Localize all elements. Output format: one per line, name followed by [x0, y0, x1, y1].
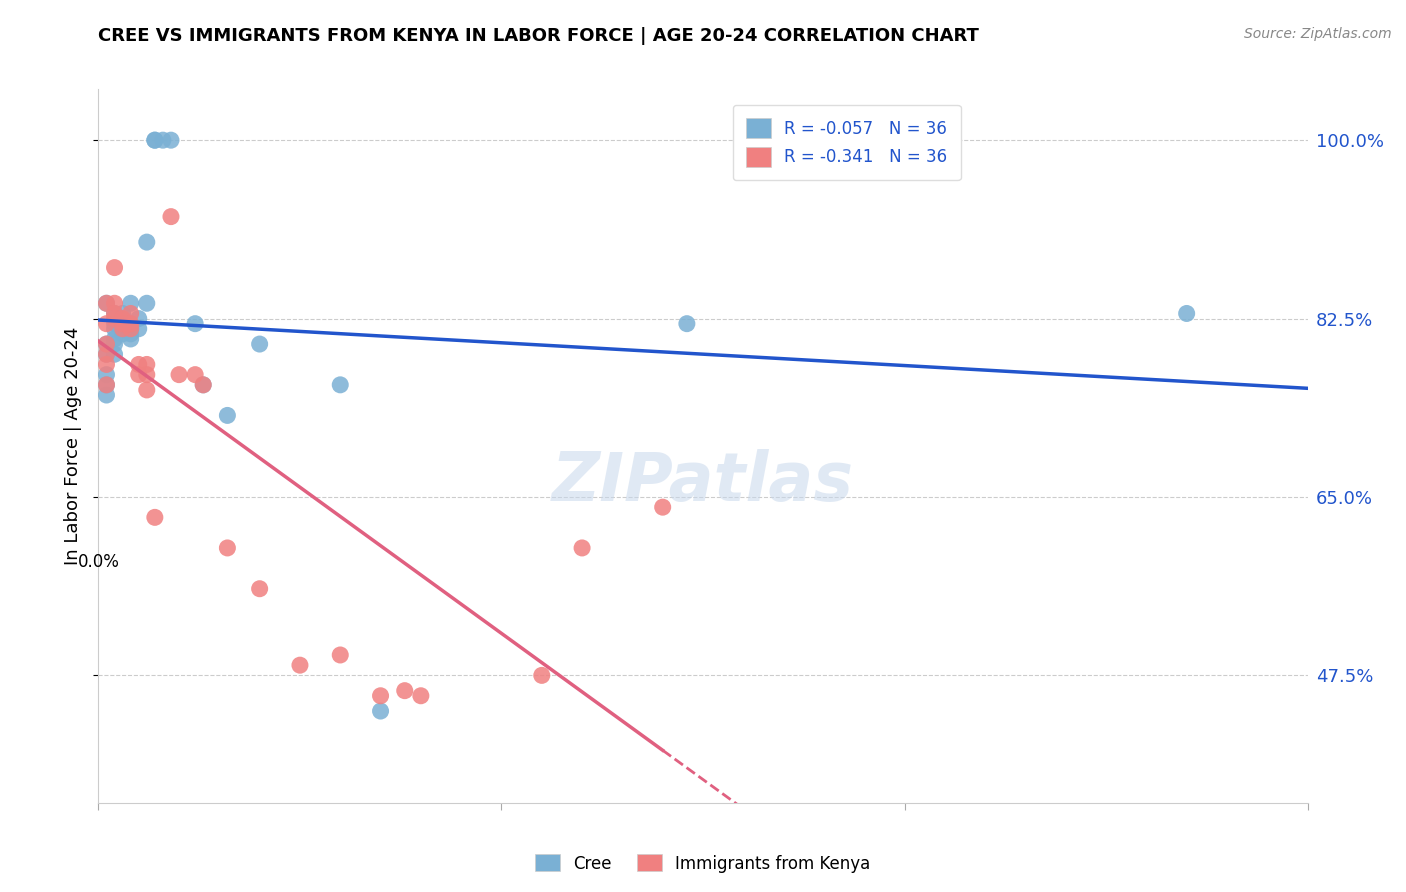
- Point: [120, 322, 142, 336]
- Point: [120, 317, 142, 331]
- Point: [249, 582, 271, 596]
- Point: [135, 296, 157, 310]
- Point: [96, 358, 118, 372]
- Point: [193, 377, 215, 392]
- Point: [184, 317, 207, 331]
- Point: [103, 332, 125, 346]
- Point: [217, 541, 239, 555]
- Point: [103, 322, 125, 336]
- Point: [96, 347, 118, 361]
- Point: [120, 332, 142, 346]
- Point: [103, 306, 125, 320]
- Point: [111, 322, 134, 336]
- Point: [111, 317, 134, 331]
- Point: [96, 347, 118, 361]
- Point: [103, 260, 125, 275]
- Point: [143, 133, 166, 147]
- Point: [167, 368, 190, 382]
- Text: 0.0%: 0.0%: [77, 553, 120, 571]
- Point: [96, 317, 118, 331]
- Point: [651, 500, 673, 515]
- Point: [571, 541, 593, 555]
- Point: [120, 306, 142, 320]
- Point: [111, 311, 134, 326]
- Point: [135, 383, 157, 397]
- Point: [143, 133, 166, 147]
- Text: ZIPatlas: ZIPatlas: [553, 449, 853, 515]
- Point: [370, 689, 392, 703]
- Point: [152, 133, 174, 147]
- Text: Source: ZipAtlas.com: Source: ZipAtlas.com: [1244, 27, 1392, 41]
- Point: [103, 347, 125, 361]
- Point: [288, 658, 311, 673]
- Point: [409, 689, 432, 703]
- Point: [329, 648, 352, 662]
- Point: [370, 704, 392, 718]
- Point: [96, 296, 118, 310]
- Point: [103, 317, 125, 331]
- Point: [394, 683, 416, 698]
- Point: [193, 377, 215, 392]
- Point: [120, 322, 142, 336]
- Point: [676, 317, 699, 331]
- Point: [103, 306, 125, 320]
- Text: CREE VS IMMIGRANTS FROM KENYA IN LABOR FORCE | AGE 20-24 CORRELATION CHART: CREE VS IMMIGRANTS FROM KENYA IN LABOR F…: [98, 27, 980, 45]
- Point: [111, 326, 134, 341]
- Y-axis label: In Labor Force | Age 20-24: In Labor Force | Age 20-24: [65, 326, 83, 566]
- Point: [135, 358, 157, 372]
- Point: [120, 296, 142, 310]
- Point: [160, 210, 183, 224]
- Point: [329, 377, 352, 392]
- Point: [103, 296, 125, 310]
- Point: [128, 311, 150, 326]
- Point: [96, 368, 118, 382]
- Point: [103, 311, 125, 326]
- Legend: Cree, Immigrants from Kenya: Cree, Immigrants from Kenya: [529, 847, 877, 880]
- Point: [160, 133, 183, 147]
- Point: [128, 322, 150, 336]
- Point: [217, 409, 239, 423]
- Point: [184, 368, 207, 382]
- Point: [530, 668, 553, 682]
- Point: [111, 306, 134, 320]
- Point: [1175, 306, 1198, 320]
- Point: [103, 337, 125, 351]
- Point: [143, 510, 166, 524]
- Point: [135, 235, 157, 249]
- Point: [96, 377, 118, 392]
- Point: [96, 388, 118, 402]
- Point: [128, 368, 150, 382]
- Point: [128, 358, 150, 372]
- Point: [135, 368, 157, 382]
- Point: [111, 317, 134, 331]
- Point: [96, 377, 118, 392]
- Point: [120, 326, 142, 341]
- Point: [111, 322, 134, 336]
- Point: [96, 337, 118, 351]
- Point: [249, 337, 271, 351]
- Point: [96, 296, 118, 310]
- Legend: R = -0.057   N = 36, R = -0.341   N = 36: R = -0.057 N = 36, R = -0.341 N = 36: [733, 104, 960, 180]
- Point: [96, 337, 118, 351]
